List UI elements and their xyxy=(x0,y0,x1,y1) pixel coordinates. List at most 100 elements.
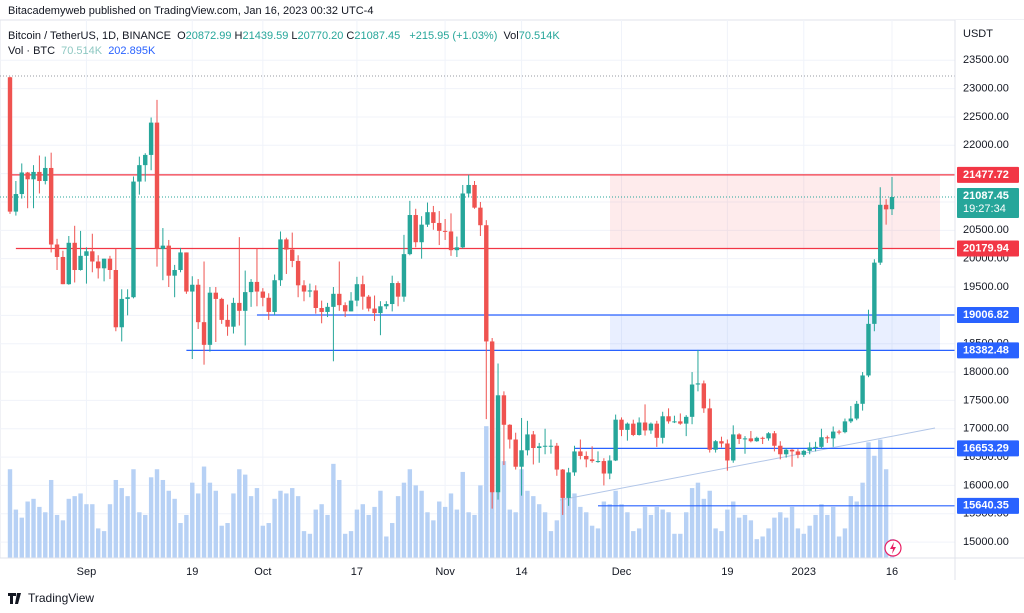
candle-body xyxy=(766,433,771,439)
candle-body xyxy=(331,293,336,307)
candle-body xyxy=(613,419,618,461)
volume-bar xyxy=(101,531,107,558)
candle-body xyxy=(437,222,442,231)
candle-body xyxy=(866,323,871,376)
volume-bar xyxy=(37,506,42,558)
candle-body xyxy=(525,434,530,451)
volume-bar xyxy=(795,528,801,558)
volume-bar xyxy=(413,485,418,558)
volume-bar xyxy=(219,525,224,558)
ohlc-key: O xyxy=(177,30,186,42)
candle-body xyxy=(537,446,542,449)
candle-body xyxy=(819,437,824,447)
volume-bar xyxy=(754,539,759,558)
currency-label: USDT xyxy=(963,28,993,40)
level-tag xyxy=(957,166,1019,183)
candle-body xyxy=(84,251,89,256)
volume-bar xyxy=(731,501,736,558)
volume-bar xyxy=(860,482,865,558)
candle-body xyxy=(90,251,95,262)
volume-bar xyxy=(719,531,724,558)
y-tick-label: 23500.00 xyxy=(963,54,1009,66)
candle-body xyxy=(684,416,689,424)
ohlc-values: O20872.99 H21439.59 L20770.20 C21087.45 xyxy=(177,30,403,42)
candle-body xyxy=(631,423,636,435)
candle-body xyxy=(31,171,36,180)
volume-bar xyxy=(519,469,524,558)
y-tick-label: 20500.00 xyxy=(963,224,1009,236)
candle-body xyxy=(807,447,812,451)
candle-body xyxy=(207,292,213,345)
candle-body xyxy=(566,472,571,498)
volume-bar xyxy=(7,469,13,558)
zone xyxy=(610,174,940,249)
candle-body xyxy=(466,184,471,194)
volume-bar xyxy=(883,469,889,558)
candle-body xyxy=(366,296,371,309)
zone xyxy=(610,314,940,351)
volume-bar xyxy=(278,490,283,558)
candle-body xyxy=(872,262,877,324)
x-tick-label: 2023 xyxy=(792,566,816,578)
volume-bar xyxy=(325,514,330,558)
candle-body xyxy=(13,194,19,212)
candle-body xyxy=(778,445,783,455)
volume-bar xyxy=(419,490,424,558)
volume-bar xyxy=(201,466,207,558)
y-tick-label: 22500.00 xyxy=(963,111,1009,123)
volume-bar xyxy=(789,506,795,558)
candle-body xyxy=(836,431,842,433)
candle-body xyxy=(78,255,83,271)
candle-body xyxy=(607,460,612,474)
candle-body xyxy=(348,300,354,312)
y-tick-label: 17500.00 xyxy=(963,394,1009,406)
candle-body xyxy=(337,293,342,306)
volume-bar xyxy=(689,488,695,558)
candle-body xyxy=(354,284,360,301)
candle-body xyxy=(578,451,583,456)
volume-bar xyxy=(701,498,707,558)
x-tick-label: 16 xyxy=(886,566,898,578)
volume-bar xyxy=(648,514,654,558)
volume-bar xyxy=(395,496,401,558)
volume-bar xyxy=(266,523,271,558)
candle-body xyxy=(660,416,665,438)
volume-bar xyxy=(742,514,748,558)
candle-body xyxy=(190,284,195,292)
volume-bar xyxy=(595,528,601,558)
volume-bar xyxy=(584,512,589,558)
candle-body xyxy=(584,455,589,460)
level-label: 16653.29 xyxy=(963,442,1009,454)
candle-body xyxy=(472,184,477,208)
volume-bar xyxy=(825,514,830,558)
candle-body xyxy=(731,434,736,461)
level-tag xyxy=(957,497,1019,514)
volume-bar xyxy=(290,488,295,558)
volume-bar xyxy=(348,531,354,558)
volume-bar xyxy=(225,523,230,558)
level-label: 20179.94 xyxy=(963,242,1010,254)
candle-body xyxy=(113,270,119,328)
candle-body xyxy=(125,297,130,299)
volume-bar xyxy=(654,506,659,558)
volume-bar xyxy=(337,479,342,558)
volume-bar xyxy=(854,501,859,558)
candle-body xyxy=(825,437,830,439)
volume-bar xyxy=(213,490,218,558)
volume-bar xyxy=(484,426,489,558)
candle-body xyxy=(54,244,60,257)
candle-body xyxy=(636,422,642,435)
candle-body xyxy=(266,297,271,312)
candle-body xyxy=(72,242,77,271)
footer-brand: TradingView xyxy=(28,591,94,605)
candle-body xyxy=(37,171,42,182)
candle-body xyxy=(689,384,695,417)
candle-body xyxy=(713,441,718,450)
candle-body xyxy=(48,167,54,245)
candle-body xyxy=(301,285,307,292)
volume-bar xyxy=(284,493,289,558)
volume-bar xyxy=(625,512,630,558)
countdown: 19:27:34 xyxy=(963,203,1006,215)
ohlc-value: 20770.20 xyxy=(297,30,344,42)
volume-bar xyxy=(783,517,789,558)
